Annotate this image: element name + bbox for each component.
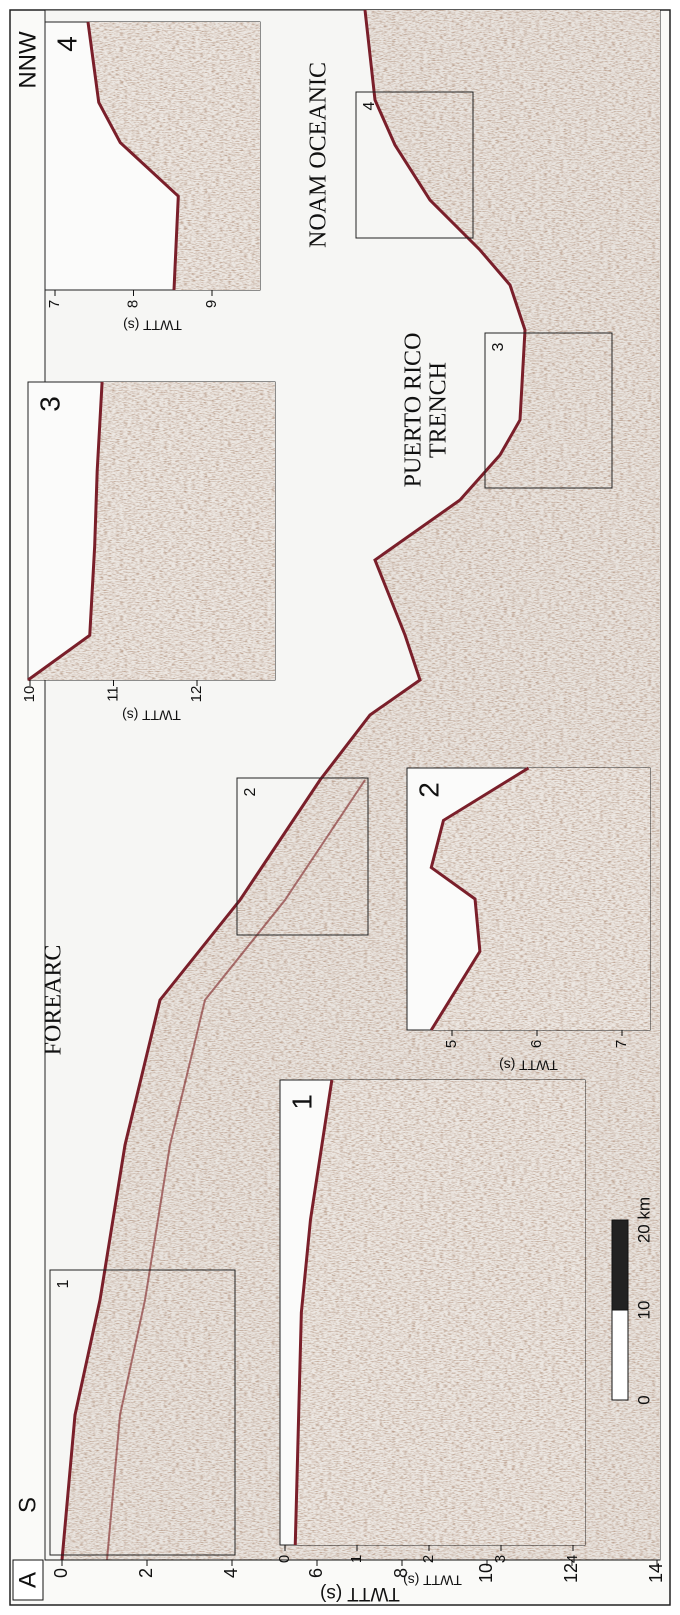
inset-tick-label: 8 xyxy=(124,300,141,308)
inset-tick-label: 2 xyxy=(420,1555,437,1563)
inset-tick-label: 10 xyxy=(21,686,38,703)
inset-reflector xyxy=(27,381,104,682)
inset-axis-label: TWTT (s) xyxy=(123,317,182,333)
inset-tick-label: 1 xyxy=(348,1555,365,1563)
tick-label: 2 xyxy=(136,1568,156,1578)
tick-label: 8 xyxy=(391,1568,411,1578)
box-label: 1 xyxy=(55,1279,72,1288)
detail-box xyxy=(236,777,369,936)
tick-label: 10 xyxy=(476,1563,496,1583)
inset-label: 1 xyxy=(286,1094,317,1110)
panel-label: A xyxy=(14,1572,41,1588)
inset-reflector xyxy=(293,1079,334,1546)
inset-tick-label: 12 xyxy=(188,686,205,703)
inset-texture xyxy=(88,22,260,290)
inset-tick-label: 3 xyxy=(492,1555,509,1563)
inset-reflector xyxy=(86,21,180,291)
detail-box xyxy=(49,1269,236,1556)
region-label: TRENCH xyxy=(426,362,452,458)
region-label: PUERTO RICO xyxy=(401,333,427,488)
detail-box xyxy=(484,332,613,489)
inset-label: 2 xyxy=(413,782,444,798)
inset-tick-label: 7 xyxy=(46,300,63,308)
inset-texture xyxy=(28,382,275,680)
scale-segment xyxy=(611,1219,629,1311)
tick-label: 4 xyxy=(221,1568,241,1578)
inset-tick-label: 11 xyxy=(104,686,121,702)
inset-tick-label: 0 xyxy=(276,1555,293,1563)
end-label: S xyxy=(14,1497,41,1513)
tick-label: 12 xyxy=(561,1563,581,1583)
scale-label: 20 km xyxy=(634,1197,653,1243)
region-label: NOAM OCEANIC xyxy=(306,62,332,248)
inset-reflector xyxy=(429,766,530,1031)
inset-axis-label: TWTT (s) xyxy=(122,707,181,723)
axis-label: TWTT (s) xyxy=(320,1583,400,1604)
inset-tick-label: 5 xyxy=(443,1040,460,1048)
tick-label: 6 xyxy=(306,1568,326,1578)
inset-label: 3 xyxy=(34,396,65,412)
inset-label: 4 xyxy=(51,36,82,52)
tick-label: 0 xyxy=(51,1568,71,1578)
inset-texture xyxy=(431,768,650,1030)
scale-segment xyxy=(611,1309,629,1401)
box-label: 3 xyxy=(490,342,507,351)
inset-tick-label: 9 xyxy=(203,300,220,308)
inset-axis-label: TWTT (s) xyxy=(403,1572,462,1588)
tick-label: 14 xyxy=(646,1563,666,1583)
inset-tick-label: 4 xyxy=(564,1555,581,1563)
inset-axis-label: TWTT (s) xyxy=(499,1057,558,1073)
scale-label: 10 xyxy=(634,1301,653,1320)
reflector xyxy=(106,779,366,1561)
end-label: NNW xyxy=(14,31,41,89)
inset-tick-label: 7 xyxy=(613,1040,630,1048)
seafloor-reflector xyxy=(60,9,527,1561)
detail-box xyxy=(355,91,474,239)
panel-box xyxy=(12,1559,44,1601)
box-label: 2 xyxy=(242,787,259,796)
inset-texture xyxy=(295,1080,585,1545)
scale-label: 0 xyxy=(634,1395,653,1404)
region-label: FOREARC xyxy=(41,945,67,1056)
box-label: 4 xyxy=(361,101,378,110)
inset-tick-label: 6 xyxy=(528,1040,545,1048)
